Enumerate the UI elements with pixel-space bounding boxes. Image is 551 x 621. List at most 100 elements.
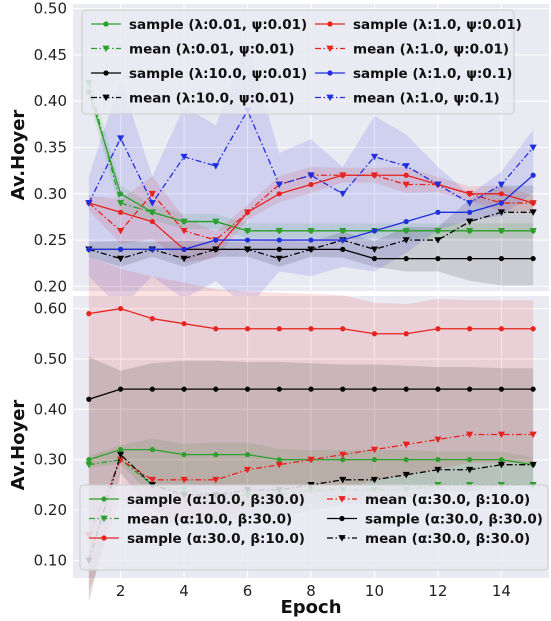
- data-point: [307, 172, 315, 179]
- data-point: [149, 386, 155, 392]
- data-point: [117, 135, 125, 142]
- data-point: [243, 466, 252, 474]
- data-point: [529, 144, 537, 152]
- data-point: [529, 209, 537, 216]
- data-point: [530, 326, 536, 332]
- data-point: [276, 191, 282, 197]
- legend-entry: mean (λ:1.0, ψ:0.1): [353, 91, 500, 107]
- data-point: [403, 218, 409, 225]
- legend-marker: [326, 94, 334, 102]
- data-point: [498, 326, 504, 332]
- data-point: [149, 316, 155, 322]
- series-line: [88, 82, 534, 232]
- legend-entry: mean (α:30.0, β:30.0): [365, 531, 530, 547]
- y-tick-label: 0.40: [34, 92, 67, 110]
- variability-band: [88, 166, 534, 263]
- legend-entry: mean (λ:0.01, ψ:0.01): [129, 42, 295, 58]
- data-point: [148, 190, 156, 198]
- data-point: [497, 461, 505, 469]
- y-tick-label: 0.25: [34, 231, 67, 249]
- data-point: [243, 209, 252, 216]
- data-point: [340, 457, 346, 463]
- data-point: [435, 457, 441, 463]
- x-tick-label: 10: [365, 582, 384, 600]
- data-point: [308, 237, 314, 243]
- data-point: [308, 386, 314, 392]
- data-point: [276, 457, 282, 463]
- y-tick-label: 0.30: [34, 185, 67, 203]
- x-tick-label: 2: [116, 582, 126, 600]
- data-point: [181, 321, 187, 327]
- legend-marker: [339, 515, 345, 522]
- data-point: [529, 461, 537, 469]
- data-point: [276, 246, 282, 252]
- data-point: [212, 163, 220, 170]
- legend-entry: mean (λ:10.0, ψ:0.01): [129, 91, 295, 107]
- x-tick-label: 8: [306, 582, 316, 600]
- data-point: [370, 446, 379, 454]
- data-point: [403, 255, 409, 262]
- data-point: [466, 466, 474, 474]
- data-point: [244, 237, 251, 243]
- y-tick-label: 0.40: [34, 400, 67, 418]
- legend-marker: [101, 496, 107, 502]
- data-point: [308, 181, 314, 188]
- data-point: [435, 386, 441, 392]
- data-point: [86, 396, 92, 402]
- data-point: [85, 200, 93, 207]
- legend-entry: mean (α:30.0, β:10.0): [365, 492, 530, 508]
- data-point: [181, 452, 187, 458]
- data-point: [243, 246, 252, 253]
- legend-marker: [327, 70, 333, 76]
- data-point: [149, 446, 155, 453]
- data-point: [117, 200, 125, 207]
- data-point: [402, 237, 410, 244]
- data-point: [244, 452, 251, 458]
- y-tick-label: 0.45: [34, 46, 67, 64]
- legend-box: [79, 484, 549, 571]
- data-point: [467, 255, 473, 262]
- data-point: [467, 326, 473, 332]
- y-tick-label: 0.50: [34, 350, 67, 368]
- legend-marker: [103, 70, 109, 76]
- data-point: [370, 172, 379, 179]
- data-point: [529, 200, 537, 207]
- legend-marker: [101, 535, 107, 541]
- data-point: [149, 218, 155, 225]
- data-point: [213, 237, 219, 243]
- data-point: [434, 227, 442, 235]
- data-point: [371, 228, 378, 234]
- data-point: [529, 227, 537, 235]
- data-point: [467, 386, 473, 392]
- data-point: [370, 153, 379, 161]
- data-point: [371, 255, 378, 262]
- data-point: [339, 190, 347, 198]
- data-point: [212, 218, 220, 226]
- data-point: [275, 255, 283, 263]
- legend-marker: [102, 45, 110, 53]
- legend-box: [81, 9, 515, 115]
- data-point: [118, 446, 124, 453]
- legend-entry: sample (λ:1.0, ψ:0.01): [353, 17, 522, 33]
- data-point: [403, 331, 409, 337]
- data-point: [403, 386, 409, 392]
- x-tick-label: 6: [243, 582, 253, 600]
- data-point: [213, 452, 219, 458]
- data-point: [370, 476, 379, 484]
- data-point: [276, 386, 282, 392]
- data-point: [435, 326, 441, 332]
- y-tick-label: 0.30: [34, 451, 67, 469]
- legend-marker: [102, 94, 110, 102]
- legend-entry: mean (α:10.0, β:30.0): [127, 512, 292, 528]
- data-point: [307, 246, 315, 253]
- data-point: [148, 476, 156, 484]
- legend-marker: [103, 21, 109, 27]
- data-point: [371, 331, 378, 337]
- data-point: [243, 227, 252, 235]
- legend-entry: sample (λ:10.0, ψ:0.01): [129, 66, 307, 82]
- legend-marker: [100, 515, 108, 523]
- data-point: [498, 255, 504, 262]
- data-point: [466, 218, 474, 226]
- legend-entry: sample (λ:1.0, ψ:0.1): [353, 66, 512, 82]
- x-tick-label: 14: [492, 582, 511, 600]
